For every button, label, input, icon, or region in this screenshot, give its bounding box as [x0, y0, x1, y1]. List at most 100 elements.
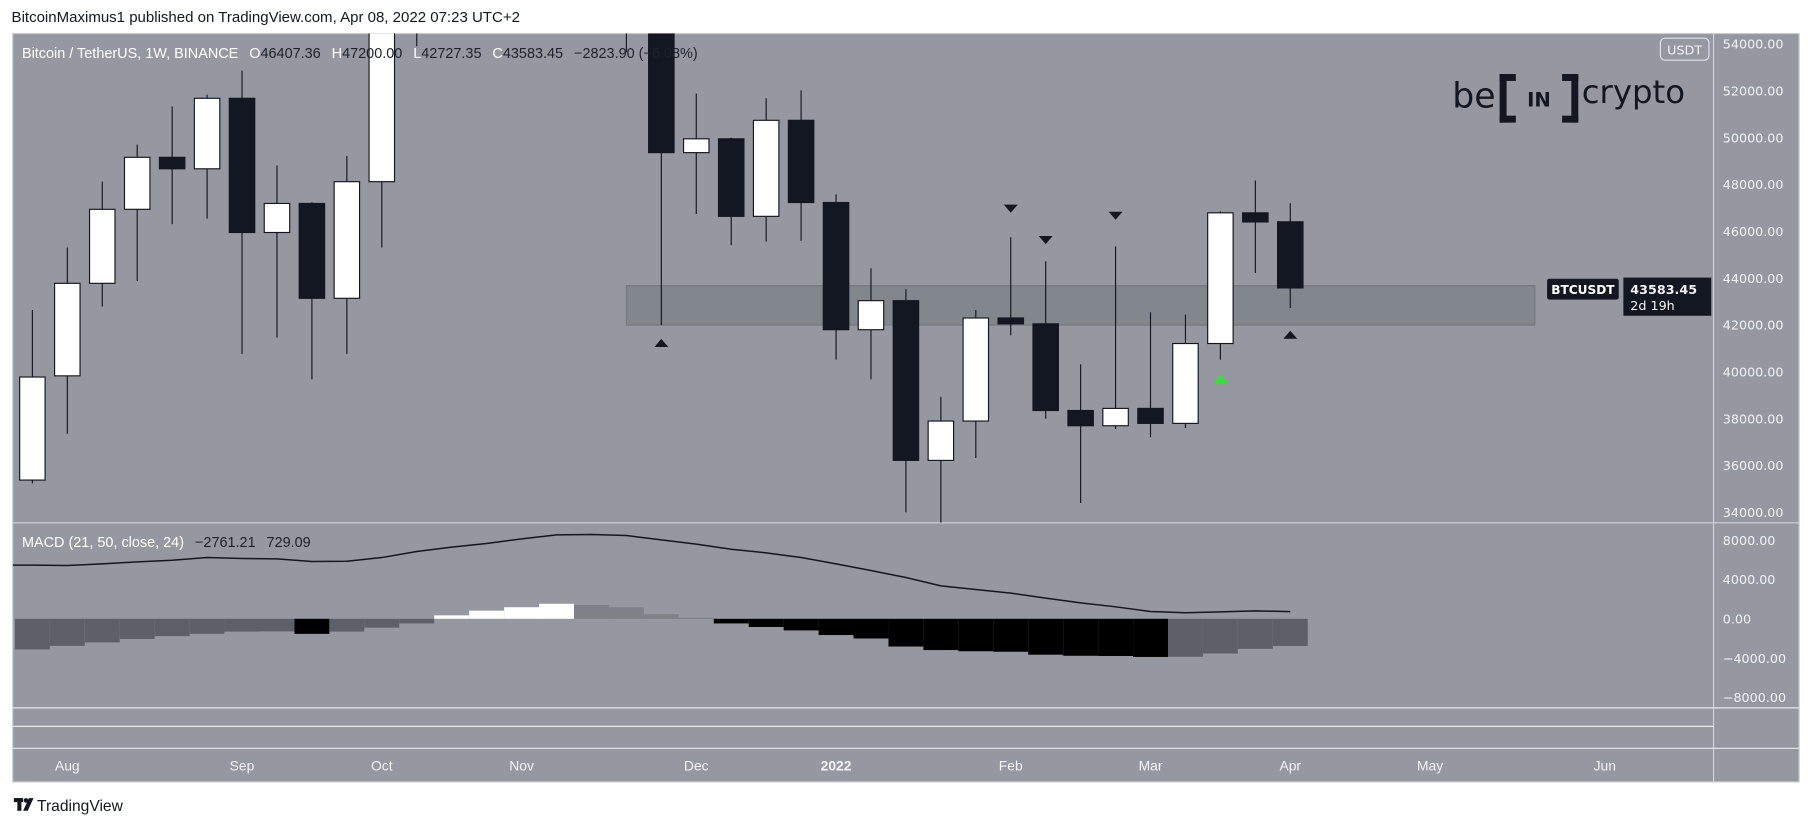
macd-histogram-bar — [993, 618, 1029, 652]
macd-legend[interactable]: MACD (21, 50, close, 24) −2761.21 729.09 — [22, 535, 311, 551]
candle — [579, 0, 604, 6]
macd-histogram-bar — [539, 603, 574, 619]
macd-histogram-bar — [1272, 618, 1308, 646]
symbol-tag: BTCUSDT — [1547, 278, 1619, 300]
macd-histogram-bar — [84, 618, 120, 643]
svg-text:BTCUSDT: BTCUSDT — [1551, 283, 1615, 297]
candle-body-up — [368, 33, 396, 183]
candle-body-up — [54, 282, 81, 377]
price-tick-label: 46000.00 — [1723, 224, 1784, 239]
time-tick-label: Sep — [230, 757, 255, 773]
candle-body-down — [892, 300, 920, 461]
macd-histogram-bar — [713, 618, 749, 624]
arrow-up-marker — [1283, 330, 1298, 339]
time-tick-label: Nov — [509, 757, 534, 773]
candle — [1102, 246, 1129, 430]
macd-histogram-bar — [504, 607, 540, 619]
logo-be: be — [1452, 77, 1495, 117]
currency-label: USDT — [1667, 42, 1702, 57]
macd-tick-label: 8000.00 — [1723, 533, 1776, 548]
time-tick-label: Dec — [684, 757, 709, 773]
symbol-legend[interactable]: Bitcoin / TetherUS, 1W, BINANCE O46407.3… — [22, 46, 698, 62]
candle — [193, 94, 221, 219]
macd-tick-label: −4000.00 — [1723, 651, 1786, 666]
macd-histogram-bar — [1133, 618, 1168, 657]
candle — [752, 98, 780, 242]
candle — [892, 289, 920, 513]
macd-histogram-bar — [678, 617, 714, 619]
support-resistance-zone-layer — [625, 285, 1536, 326]
candle-body-down — [1137, 407, 1164, 424]
candle-body-up — [1172, 342, 1199, 424]
candle-body-down — [1032, 323, 1059, 412]
candle-body-down — [1276, 221, 1304, 289]
macd-histogram-bar — [643, 614, 679, 619]
price-tick-label: 52000.00 — [1723, 83, 1784, 98]
macd-histogram-bar — [469, 610, 505, 619]
macd-tick-label: 0.00 — [1723, 611, 1751, 626]
candle-body-down — [648, 33, 675, 154]
candle — [333, 156, 361, 354]
candle — [1207, 211, 1234, 360]
candle-body-down — [298, 202, 326, 299]
macd-histogram-bar — [1098, 618, 1134, 656]
currency-button[interactable]: USDT — [1659, 37, 1710, 61]
logo-in: IN — [1527, 88, 1551, 111]
price-axis: 54000.00 52000.00 50000.00 48000.00 46000.00… — [1723, 37, 1784, 520]
candles-layer — [19, 0, 1304, 523]
candle-body-up — [263, 202, 291, 234]
candle-body-down — [997, 317, 1025, 325]
candle — [1032, 261, 1059, 419]
last-price-label: 43583.45 2d 19h — [1623, 277, 1712, 316]
candle-body-up — [682, 138, 710, 154]
candle-body-down — [1067, 409, 1094, 427]
candle-body-down — [228, 97, 256, 234]
tradingview-footer-logo[interactable]: TradingView — [13, 798, 124, 815]
candle — [962, 310, 990, 459]
candle — [228, 70, 256, 354]
price-tick-label: 54000.00 — [1723, 37, 1784, 52]
low-value: 42727.35 — [421, 46, 481, 62]
macd-histogram-bar — [14, 618, 50, 650]
logo-crypto: crypto — [1582, 73, 1685, 111]
candle — [682, 93, 710, 214]
candle-body-down — [822, 201, 850, 331]
macd-title: MACD (21, 50, close, 24) — [22, 535, 184, 551]
time-axis: Aug Sep Oct Nov Dec 2022 Feb Mar Apr May Jun — [55, 757, 1616, 773]
macd-histogram-bar — [783, 618, 819, 631]
price-tick-label: 40000.00 — [1723, 364, 1784, 379]
arrow-down-marker — [1108, 211, 1123, 220]
arrow-up-marker — [1213, 374, 1228, 383]
price-tick-label: 36000.00 — [1723, 458, 1784, 473]
candle — [927, 396, 955, 523]
candle — [822, 194, 850, 360]
candle-body-up — [752, 119, 780, 217]
candle — [368, 33, 396, 248]
markers-layer — [654, 204, 1298, 383]
macd-histogram-bar — [399, 618, 435, 624]
candle-body-up — [1102, 407, 1129, 427]
candle-body-down — [1242, 212, 1269, 223]
macd-histogram-bar — [154, 618, 190, 637]
macd-histogram-bar — [224, 618, 260, 632]
macd-histogram-bar — [608, 607, 644, 619]
open-value: 46407.36 — [260, 46, 320, 62]
candle-body-down — [158, 156, 186, 170]
beincrypto-logo: be IN crypto — [1452, 73, 1685, 123]
candle — [88, 181, 116, 307]
macd-histogram-bar — [294, 618, 330, 634]
candle-body-up — [88, 208, 116, 284]
candle — [123, 144, 151, 281]
horizontal-zone[interactable] — [625, 285, 1536, 326]
macd-axis: 8000.00 4000.00 0.00 −4000.00 −8000.00 — [1723, 533, 1786, 705]
arrow-up-marker — [654, 338, 669, 347]
candle — [298, 202, 326, 380]
candle-body-up — [857, 300, 885, 331]
time-tick-label: Mar — [1139, 757, 1163, 773]
arrow-down-marker — [1038, 236, 1053, 245]
macd-histogram-bar — [958, 618, 994, 652]
price-tick-label: 50000.00 — [1723, 130, 1784, 145]
candle — [1276, 203, 1304, 308]
time-tick-label: Oct — [371, 757, 393, 773]
